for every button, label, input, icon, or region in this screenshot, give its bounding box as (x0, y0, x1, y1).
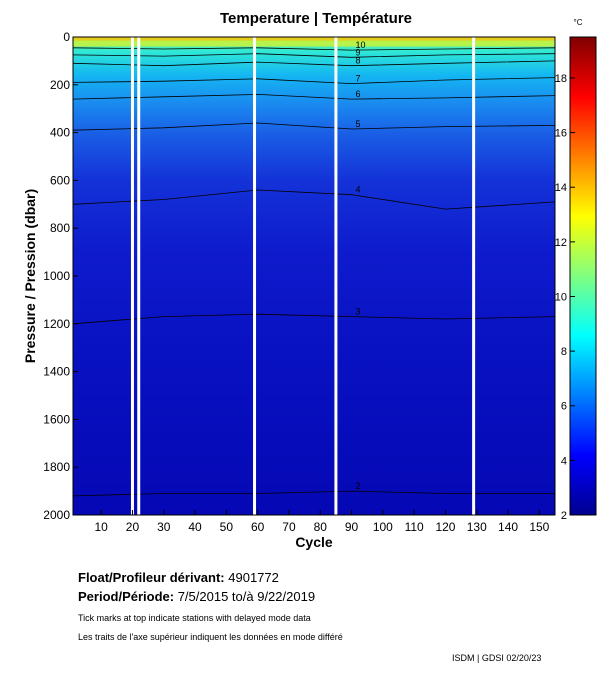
x-tick-label: 50 (220, 520, 234, 534)
temperature-field (73, 37, 555, 515)
colorbar-tick-label: 8 (561, 346, 567, 358)
contour-label-5: 5 (356, 119, 361, 129)
contour-label-8: 8 (356, 56, 361, 66)
y-tick-label: 1600 (43, 412, 70, 426)
x-tick-label: 10 (94, 520, 108, 534)
float-id-line: Float/Profileur dérivant: 4901772 (78, 570, 279, 585)
x-axis-label: Cycle (295, 534, 333, 550)
y-tick-label: 1000 (43, 269, 70, 283)
colorbar-gradient (569, 36, 597, 516)
x-tick-label: 120 (435, 520, 455, 534)
contour-label-9: 9 (356, 47, 361, 57)
credit-line: ISDM | GDSI 02/20/23 (452, 653, 542, 663)
y-tick-label: 0 (63, 30, 70, 44)
contour-line-7 (73, 77, 555, 85)
colorbar-unit: °C (574, 18, 583, 27)
x-tick-label: 40 (188, 520, 202, 534)
chart-title: Temperature | Température (220, 10, 412, 27)
contour-label-4: 4 (356, 185, 361, 195)
colorbar: °C 2 4 6 8 10 12 14 16 18 (555, 18, 597, 522)
x-axis: 10 20 30 40 50 60 70 80 90 100 110 120 130 140 150 (94, 510, 550, 534)
x-tick-label: 60 (251, 520, 265, 534)
contour-line-3 (73, 313, 555, 325)
colorbar-tick-label: 14 (555, 182, 567, 194)
y-axis-label: Pressure / Pression (dbar) (22, 189, 38, 363)
x-tick-label: 110 (405, 520, 424, 534)
contour-label-7: 7 (356, 74, 361, 84)
contour-label-6: 6 (356, 89, 361, 99)
contour-label-10: 10 (356, 40, 366, 50)
y-tick-label: 200 (50, 78, 70, 92)
x-tick-label: 80 (314, 520, 328, 534)
y-tick-label: 800 (50, 221, 70, 235)
contour-line-8 (73, 60, 555, 67)
missing-cycle-gaps (130, 37, 476, 515)
contour-label-2: 2 (356, 481, 361, 491)
y-tick-label: 1800 (43, 460, 70, 474)
contour-line-4 (73, 189, 555, 210)
x-tick-label: 30 (157, 520, 171, 534)
colorbar-tick-label: 10 (555, 291, 567, 303)
colorbar-tick-label: 12 (555, 237, 567, 249)
y-tick-label: 1200 (43, 317, 70, 331)
contour-line-5 (73, 122, 555, 131)
y-tick-label: 600 (50, 173, 70, 187)
y-tick-label: 2000 (43, 508, 70, 522)
x-tick-label: 90 (345, 520, 359, 534)
y-tick-label: 1400 (43, 365, 70, 379)
x-tick-label: 140 (498, 520, 518, 534)
y-tick-label: 400 (50, 126, 70, 140)
period-line: Period/Période: 7/5/2015 to/à 9/22/2019 (78, 589, 315, 604)
colorbar-tick-label: 2 (561, 510, 567, 522)
colorbar-tick-label: 16 (555, 128, 567, 140)
x-tick-label: 150 (529, 520, 549, 534)
note-english: Tick marks at top indicate stations with… (78, 613, 311, 623)
contour-line-9 (73, 53, 555, 58)
note-french: Les traits de l'axe supérieur indiquent … (78, 632, 343, 642)
contour-line-2 (73, 490, 555, 497)
colorbar-tick-label: 4 (561, 455, 567, 467)
period-label: Period/Période: (78, 589, 175, 604)
colorbar-ticks: 2 4 6 8 10 12 14 16 18 (555, 73, 575, 522)
x-tick-label: 20 (126, 520, 140, 534)
colorbar-tick-label: 6 (561, 401, 567, 413)
contour-label-3: 3 (356, 307, 361, 317)
float-id-label: Float/Profileur dérivant: (78, 570, 225, 585)
surface-warm-layer (73, 37, 555, 47)
contour-line-10 (73, 47, 555, 51)
warm-surface-band (73, 37, 555, 47)
float-id-value: 4901772 (228, 570, 279, 585)
x-tick-label: 100 (373, 520, 393, 534)
hot-surface-band (73, 37, 555, 41)
period-value: 7/5/2015 to/à 9/22/2019 (177, 589, 316, 604)
y-axis: 0 200 400 600 800 1000 1200 1400 1600 1800 2000 (43, 30, 78, 522)
contour-line-6 (73, 93, 555, 100)
colorbar-tick-label: 18 (555, 73, 567, 85)
x-tick-label: 70 (282, 520, 296, 534)
x-tick-label: 130 (467, 520, 487, 534)
